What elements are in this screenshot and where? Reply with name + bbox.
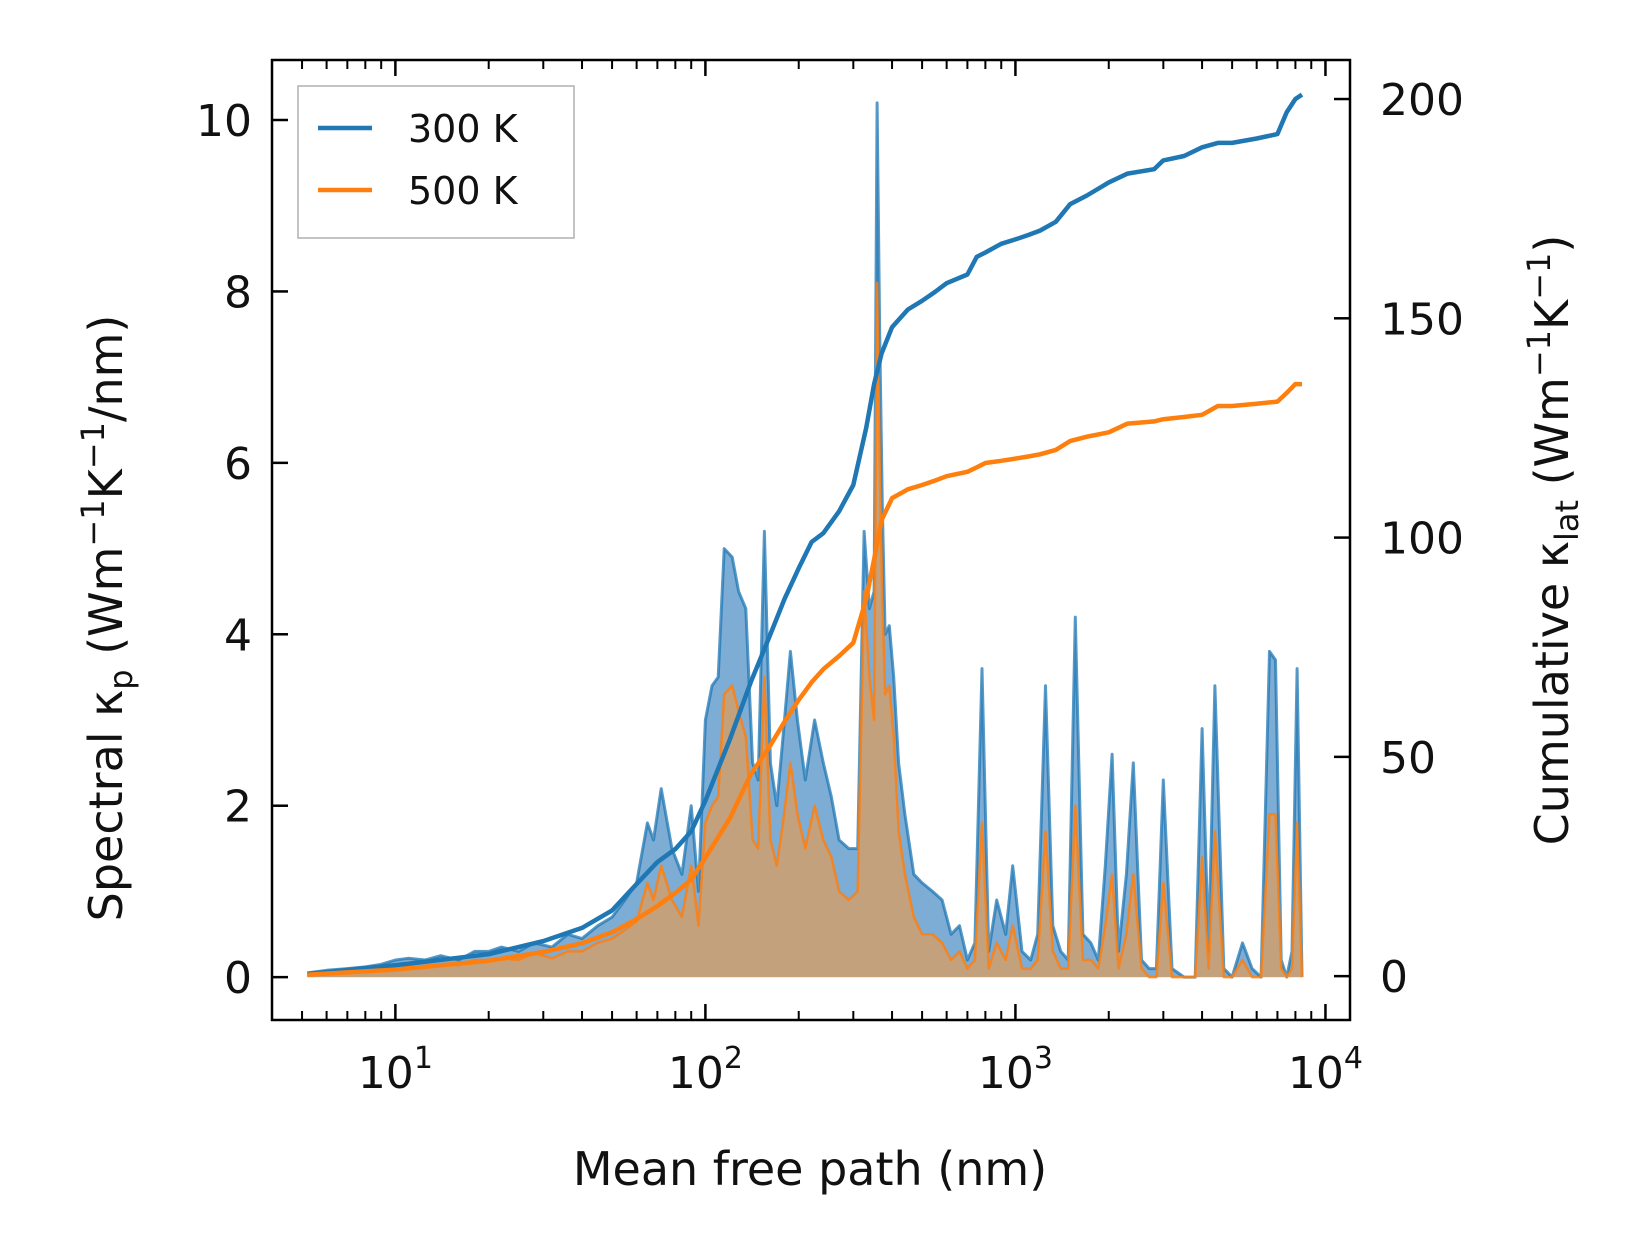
spectral-500k-line: [307, 281, 1304, 979]
y-left-open: (Wm: [79, 547, 133, 670]
x-tick-base: 10: [1288, 1048, 1344, 1099]
x-tick-exponent: 2: [724, 1041, 743, 1076]
y-left-tick-label: 6: [224, 439, 252, 490]
y-right-sup2: −1: [1520, 253, 1558, 300]
y-right-sup1: −1: [1520, 330, 1558, 377]
y-left-main: Spectral κ: [79, 690, 133, 922]
line-layer: [307, 92, 1304, 978]
y-right-tick-label: 200: [1380, 75, 1464, 126]
x-tick-exponent: 1: [414, 1041, 433, 1076]
y-left-tick-label: 10: [196, 96, 252, 147]
spectral-300k-line: [307, 101, 1304, 979]
legend-label-300k: 300 K: [408, 107, 519, 151]
y-left-sup1: −1: [74, 499, 112, 546]
y-right-close: ): [1525, 235, 1579, 253]
y-left-close: /nm): [79, 315, 133, 422]
legend: 300 K 500 K: [297, 85, 575, 239]
x-tick-exponent: 4: [1344, 1041, 1363, 1076]
plot-frame: [270, 58, 1352, 1022]
x-tick-label: 103: [978, 1041, 1053, 1099]
y-right-tick-label: 150: [1380, 294, 1464, 345]
cumulative-300k-line: [307, 92, 1304, 977]
y-right-open: (Wm: [1525, 377, 1579, 500]
y-axis-label-left: Spectral κp (Wm−1K−1/nm): [74, 315, 140, 922]
y-left-tick-label: 8: [224, 267, 252, 318]
legend-frame: [297, 85, 575, 239]
x-tick-label: 101: [358, 1041, 433, 1099]
x-tick-base: 10: [668, 1048, 724, 1099]
legend-label-500k: 500 K: [408, 169, 519, 213]
y-left-sup2: −1: [74, 422, 112, 469]
x-axis-label: Mean free path (nm): [573, 1142, 1047, 1196]
y-right-tick-label: 0: [1380, 952, 1408, 1003]
y-left-tick-label: 0: [224, 953, 252, 1004]
y-right-sub: lat: [1548, 500, 1586, 541]
y-left-mid: K: [79, 467, 133, 499]
y-right-main: Cumulative κ: [1525, 541, 1579, 845]
y-left-tick-label: 4: [224, 610, 252, 661]
x-tick-base: 10: [978, 1048, 1034, 1099]
x-tick-exponent: 3: [1034, 1041, 1053, 1076]
x-tick-label: 104: [1288, 1041, 1363, 1099]
y-left-tick-label: 2: [224, 782, 252, 833]
cumulative-500k-line: [307, 381, 1302, 978]
x-tick-base: 10: [358, 1048, 414, 1099]
y-right-tick-label: 100: [1380, 514, 1464, 565]
y-right-mid: K: [1525, 298, 1579, 330]
y-right-tick-label: 50: [1380, 733, 1436, 784]
spectral-500k-area: [307, 282, 1302, 978]
fill-layer: [307, 101, 1304, 979]
x-tick-label: 102: [668, 1041, 743, 1099]
y-left-sub: p: [102, 669, 140, 689]
y-axis-label-right: Cumulative κlat (Wm−1K−1): [1520, 235, 1586, 846]
